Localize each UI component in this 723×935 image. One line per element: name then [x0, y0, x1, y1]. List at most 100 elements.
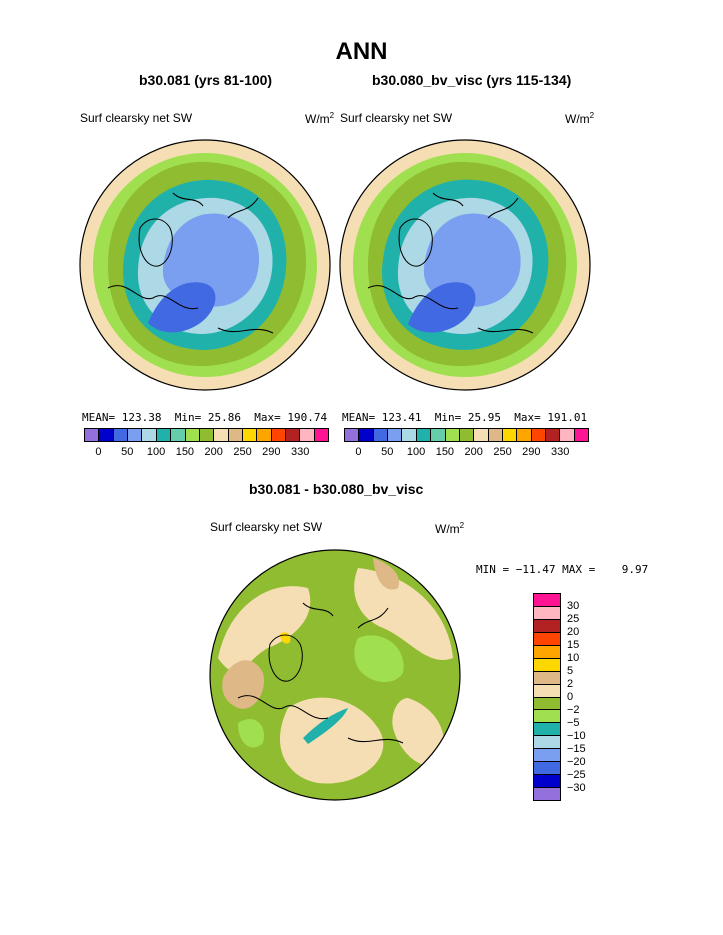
diff-title: b30.081 - b30.080_bv_visc	[249, 481, 424, 497]
colorbar-tick-label: −20	[567, 756, 586, 768]
colorbar-swatch	[534, 775, 560, 789]
colorbar-swatch	[534, 658, 560, 672]
colorbar-swatch	[286, 429, 301, 441]
panel-1-field-label: Surf clearsky net SW	[80, 111, 193, 125]
colorbar-tick-label: 25	[567, 613, 580, 625]
colorbar-swatch	[271, 429, 287, 441]
colorbar-swatch	[534, 619, 560, 633]
panel-2-title: b30.080_bv_visc (yrs 115-134)	[372, 72, 572, 88]
diff-minmax: MIN = −11.47 MAX = 9.97	[476, 563, 649, 576]
colorbar-tick-label: 290	[262, 446, 281, 458]
panel-1-units-exp: 2	[329, 111, 335, 120]
colorbar-swatch	[534, 594, 560, 607]
colorbar-tick-label: 15	[567, 639, 580, 651]
colorbar-swatch	[534, 723, 560, 737]
diff-field-label: Surf clearsky net SW	[210, 520, 323, 534]
colorbar-swatch	[171, 429, 186, 441]
panel-1-max: 190.74	[287, 411, 328, 424]
panel-1-mean-label: MEAN=	[82, 411, 116, 424]
colorbar-tick-label: −15	[567, 743, 586, 755]
panel-2-colorbar-ticks: 0 50 100 150 200 250 290 330	[344, 446, 589, 460]
map-greenland	[138, 218, 173, 267]
colorbar-swatch	[113, 429, 129, 441]
colorbar-swatch	[546, 429, 561, 441]
colorbar-swatch	[431, 429, 446, 441]
colorbar-swatch	[534, 788, 560, 800]
colorbar-swatch	[474, 429, 489, 441]
panel-1-colorbar-ticks: 0 50 100 150 200 250 290 330	[84, 446, 329, 460]
panel-1-mean: 123.38	[121, 411, 162, 424]
colorbar-swatch	[534, 749, 560, 763]
colorbar-tick-label: 200	[464, 446, 483, 458]
colorbar-tick-label: 30	[567, 600, 580, 612]
colorbar-tick-label: 250	[493, 446, 512, 458]
map-coastline	[367, 192, 534, 334]
map-wheat-patch	[218, 586, 311, 671]
colorbar-tick-label: −2	[567, 704, 580, 716]
panel-2-colorbar	[344, 428, 589, 442]
colorbar-tick-label: −25	[567, 769, 586, 781]
colorbar-swatch	[502, 429, 518, 441]
colorbar-swatch	[85, 429, 100, 441]
colorbar-tick-label: −5	[567, 717, 580, 729]
colorbar-swatch	[242, 429, 258, 441]
colorbar-swatch	[534, 645, 560, 659]
panel-2-mean-label: MEAN=	[342, 411, 376, 424]
diff-units-base: W/m	[435, 522, 460, 536]
colorbar-swatch	[534, 684, 560, 698]
panel-2-units: W/m2	[565, 111, 594, 126]
colorbar-tick-label: 330	[550, 446, 570, 458]
panel-1-min: 25.86	[207, 411, 241, 424]
colorbar-tick-label: 330	[290, 446, 310, 458]
colorbar-tick-label: 2	[567, 678, 574, 690]
colorbar-swatch	[199, 429, 215, 441]
colorbar-swatch	[257, 429, 272, 441]
diff-units: W/m2	[435, 521, 464, 536]
panel-2-stats: MEAN= 123.41 Min= 25.95 Max= 191.01	[342, 411, 587, 424]
colorbar-swatch	[560, 429, 575, 441]
colorbar-swatch	[359, 429, 374, 441]
page-title: ANN	[335, 38, 388, 65]
colorbar-swatch	[214, 429, 229, 441]
colorbar-swatch	[156, 429, 172, 441]
colorbar-swatch	[373, 429, 389, 441]
map-wheat-patch	[279, 697, 384, 784]
diff-colorbar	[533, 593, 561, 801]
colorbar-tick-label: −30	[567, 782, 586, 794]
panel-2-mean: 123.41	[381, 411, 422, 424]
colorbar-swatch	[402, 429, 417, 441]
colorbar-swatch	[534, 710, 560, 724]
panel-2-polar-map	[339, 139, 591, 391]
colorbar-tick-label: 0	[355, 446, 362, 458]
panel-2-field-label: Surf clearsky net SW	[340, 111, 453, 125]
colorbar-tick-label: 20	[567, 626, 580, 638]
colorbar-tick-label: −10	[567, 730, 586, 742]
map-green-patch	[354, 635, 404, 683]
colorbar-swatch	[300, 429, 315, 441]
map-coastline	[237, 602, 404, 744]
panel-1-max-label: Max=	[254, 411, 281, 424]
diff-colorbar-ticks: 30 25 20 15 10 5 2 0 −2 −5 −10 −15 −20 −25 −30	[567, 593, 607, 801]
map-deep-region	[148, 282, 216, 333]
colorbar-swatch	[574, 429, 589, 441]
panel-1-stats: MEAN= 123.38 Min= 25.86 Max= 190.74	[82, 411, 327, 424]
colorbar-swatch	[534, 697, 560, 711]
colorbar-tick-label: 100	[146, 446, 166, 458]
panel-2-max: 191.01	[547, 411, 588, 424]
colorbar-swatch	[185, 429, 200, 441]
panel-2-max-label: Max=	[514, 411, 541, 424]
colorbar-tick-label: 10	[567, 652, 580, 664]
colorbar-swatch	[531, 429, 547, 441]
colorbar-swatch	[142, 429, 157, 441]
panel-1-title: b30.081 (yrs 81-100)	[139, 72, 273, 88]
colorbar-swatch	[416, 429, 432, 441]
colorbar-tick-label: 0	[567, 691, 574, 703]
map-wheat-patch	[354, 568, 453, 661]
colorbar-swatch	[534, 606, 560, 620]
colorbar-swatch	[534, 671, 560, 685]
colorbar-tick-label: 200	[204, 446, 223, 458]
colorbar-swatch	[534, 632, 560, 646]
diff-polar-map	[209, 549, 461, 801]
colorbar-tick-label: 5	[567, 665, 574, 677]
panel-1-min-label: Min=	[174, 411, 202, 424]
